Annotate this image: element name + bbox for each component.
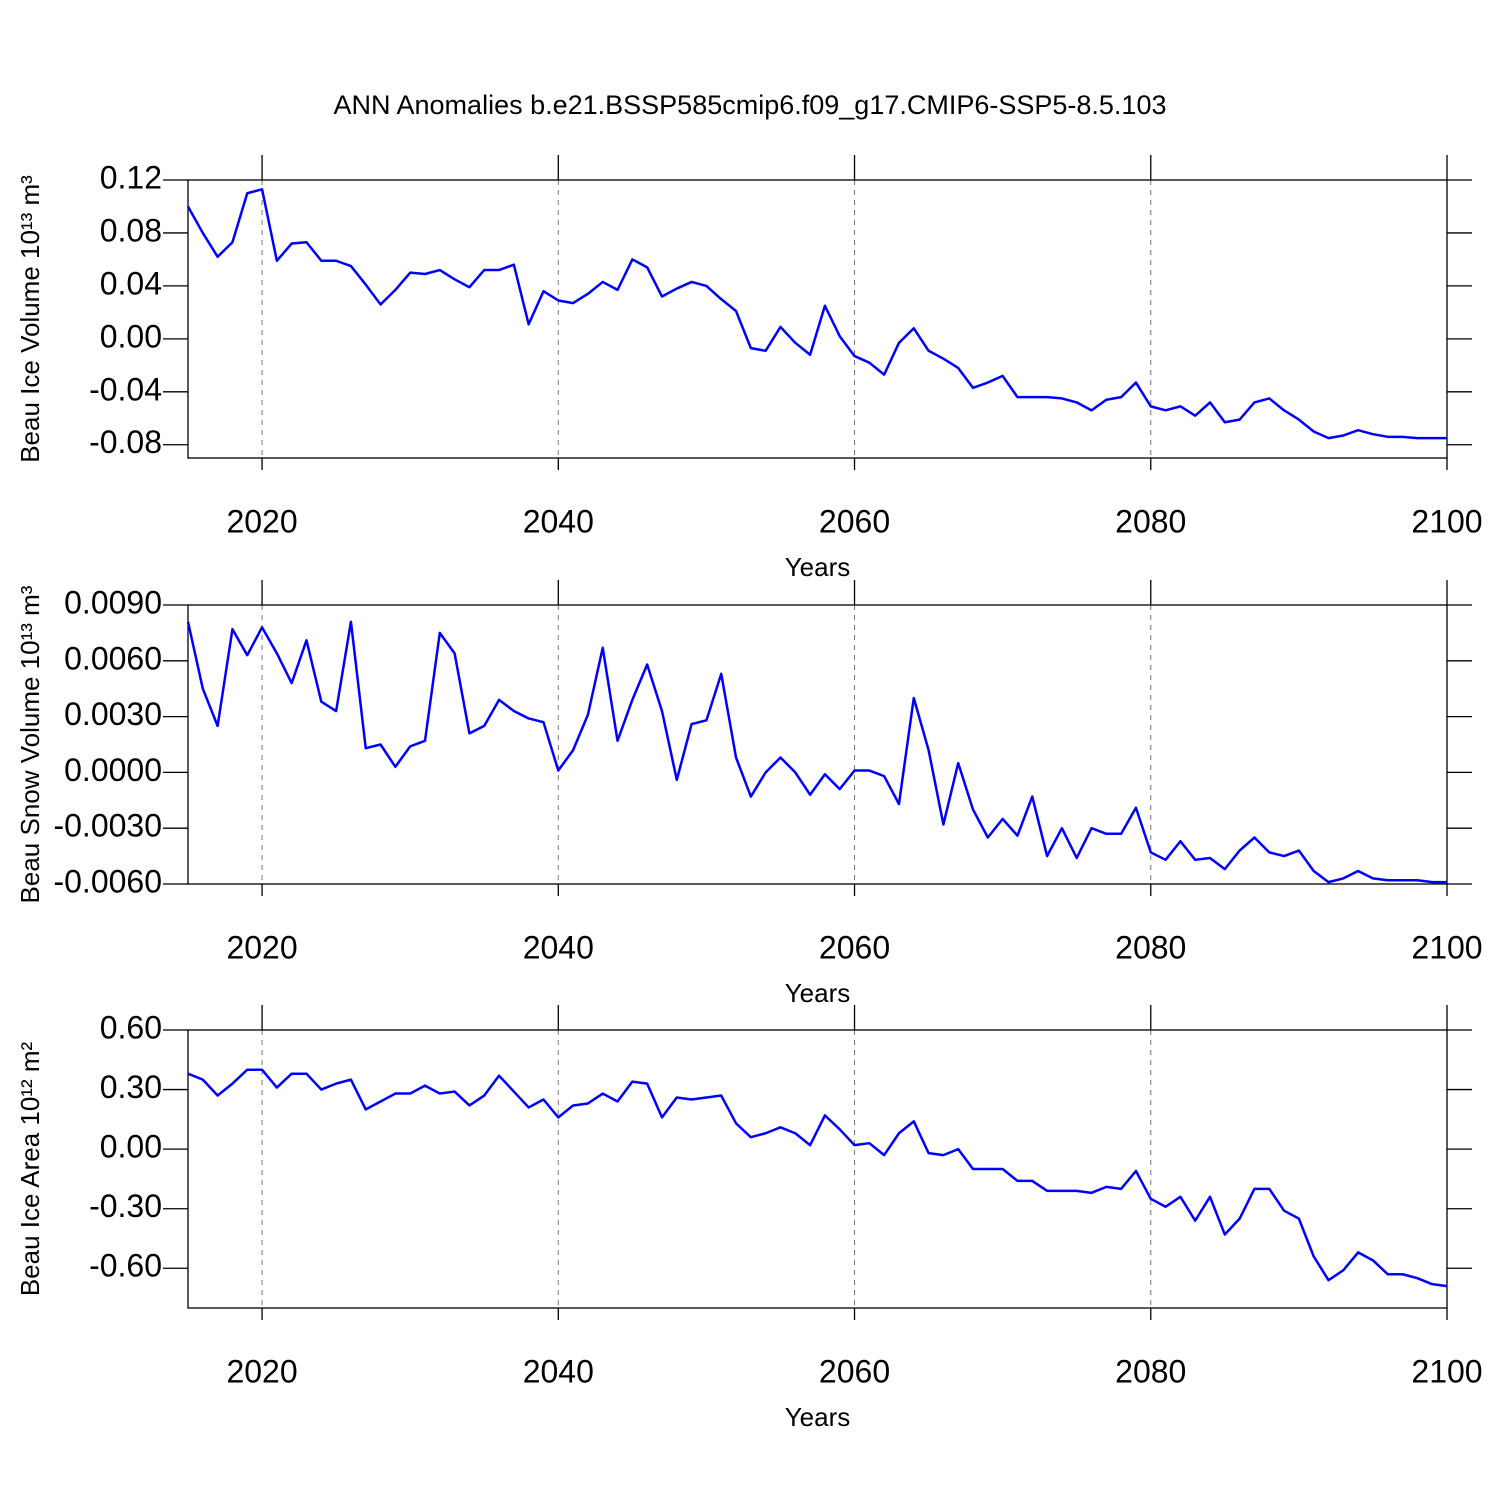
y-tick-label: 0.60 xyxy=(100,1009,162,1045)
y-tick-label: 0.00 xyxy=(100,1129,162,1165)
y-tick-label: 0.08 xyxy=(100,212,162,248)
x-tick-label: 2040 xyxy=(523,929,594,965)
y-tick-label: 0.30 xyxy=(100,1069,162,1105)
chart-title: ANN Anomalies b.e21.BSSP585cmip6.f09_g17… xyxy=(334,90,1167,120)
y-tick-label: 0.04 xyxy=(100,265,162,301)
data-line xyxy=(187,1068,1448,1288)
y-tick-label: 0.0090 xyxy=(64,584,162,620)
panel: 2020 2040 2060 2080 2100 -0.60 -0.30 0.00 0.30 0.… xyxy=(15,1005,1483,1432)
x-tick-label: 2060 xyxy=(819,1353,890,1389)
x-tick-label: 2100 xyxy=(1411,503,1482,539)
y-tick-label: -0.04 xyxy=(89,371,162,407)
data-line xyxy=(186,620,1447,884)
y-axis-title: Beau Snow Volume 10¹³ m³ xyxy=(15,585,45,903)
x-tick-label: 2100 xyxy=(1411,1353,1482,1389)
y-tick-label: 0.0000 xyxy=(64,752,162,788)
y-tick-label: 0.12 xyxy=(100,159,162,195)
plot-frame xyxy=(187,1029,1448,1309)
y-tick-label: 0.00 xyxy=(100,318,162,354)
x-tick-label: 2080 xyxy=(1115,1353,1186,1389)
y-axis-title: Beau Ice Volume 10¹³ m³ xyxy=(15,175,45,463)
y-tick-label: -0.0060 xyxy=(53,863,162,899)
y-tick-label: 0.0030 xyxy=(64,696,162,732)
y-tick-label: -0.0030 xyxy=(53,808,162,844)
x-tick-label: 2060 xyxy=(819,929,890,965)
panel: 2020 2040 2060 2080 2100 -0.0060 -0.0030 0.0000… xyxy=(15,580,1483,1008)
x-tick-label: 2080 xyxy=(1115,503,1186,539)
plot-frame xyxy=(187,604,1448,885)
x-axis-title: Years xyxy=(785,978,851,1008)
x-tick-label: 2020 xyxy=(226,1353,297,1389)
x-tick-label: 2080 xyxy=(1115,929,1186,965)
x-tick-label: 2040 xyxy=(523,503,594,539)
plot-frame xyxy=(187,179,1448,459)
data-line xyxy=(186,188,1447,440)
y-tick-label: 0.0060 xyxy=(64,640,162,676)
x-tick-label: 2060 xyxy=(819,503,890,539)
panel: 2020 2040 2060 2080 2100 -0.08 -0.04 0.00 0.04 0.… xyxy=(15,155,1483,582)
x-tick-label: 2020 xyxy=(226,929,297,965)
x-tick-label: 2020 xyxy=(226,503,297,539)
y-tick-label: -0.60 xyxy=(89,1248,162,1284)
x-tick-label: 2100 xyxy=(1411,929,1482,965)
x-tick-label: 2040 xyxy=(523,1353,594,1389)
x-axis-title: Years xyxy=(785,1402,851,1432)
y-tick-label: -0.30 xyxy=(89,1188,162,1224)
x-axis-title: Years xyxy=(785,552,851,582)
y-axis-title: Beau Ice Area 10¹² m² xyxy=(15,1041,45,1296)
y-tick-label: -0.08 xyxy=(89,424,162,460)
